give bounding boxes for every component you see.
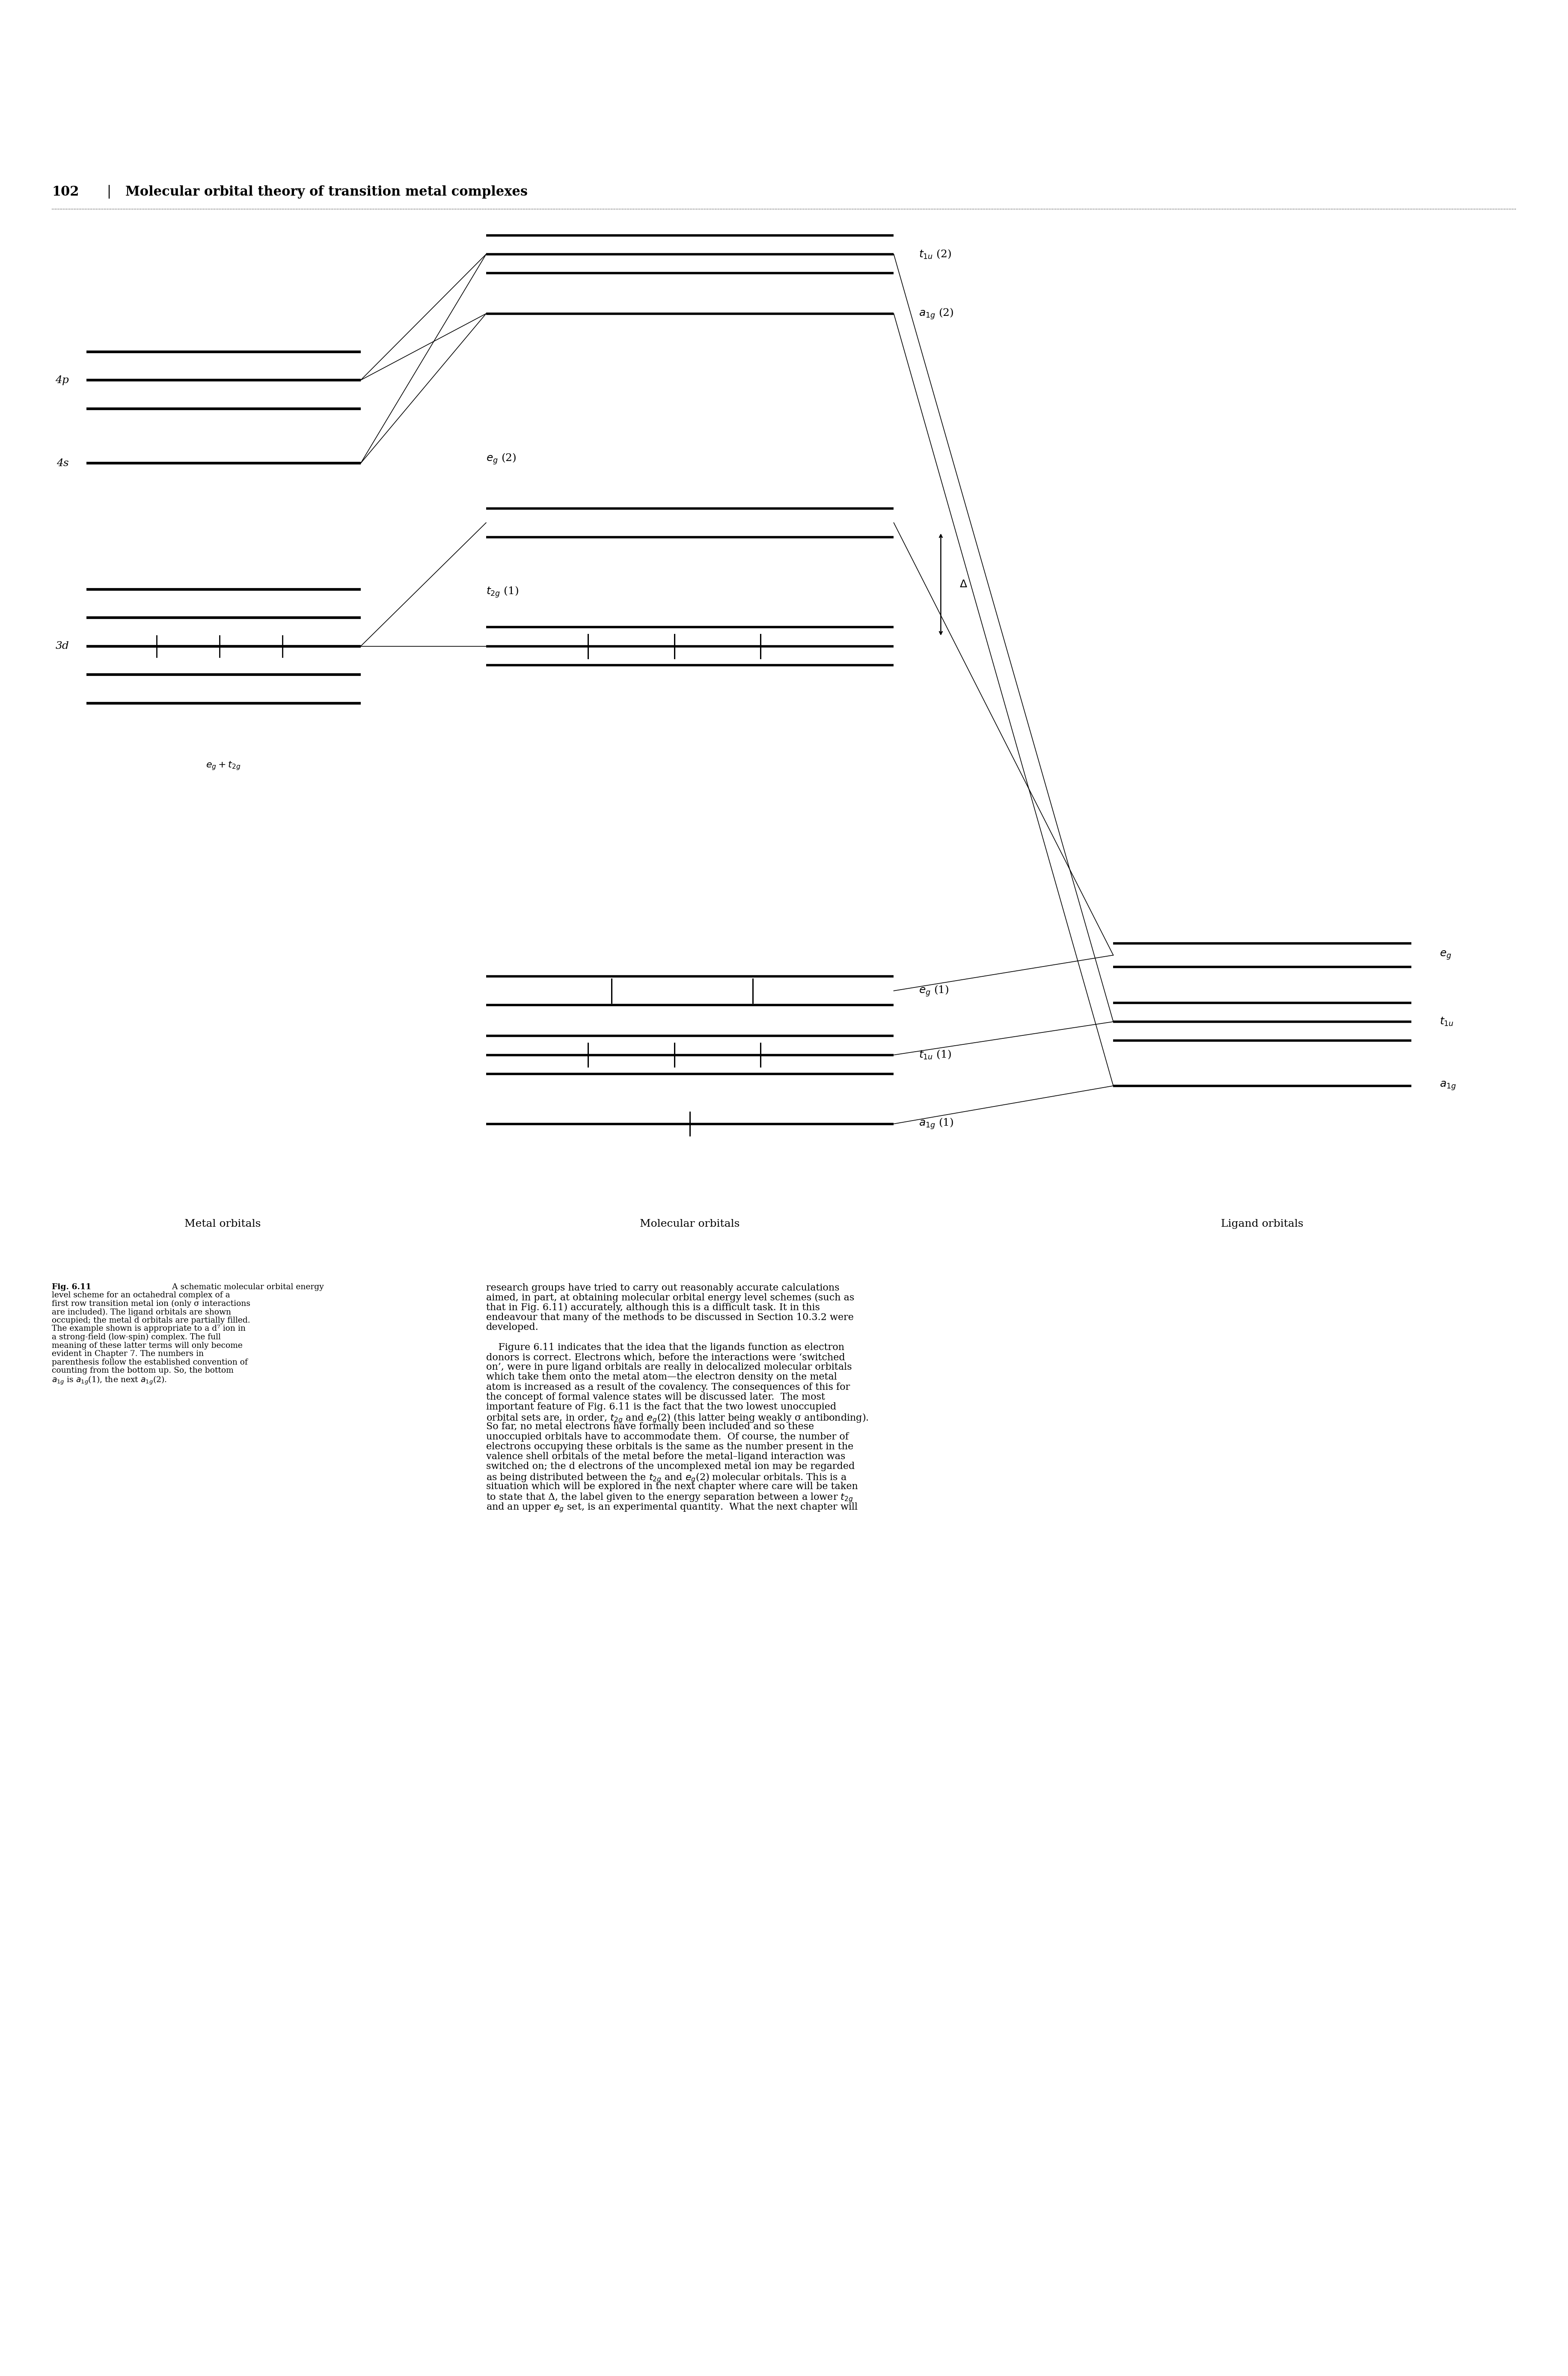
- Text: A schematic molecular orbital energy: A schematic molecular orbital energy: [169, 1283, 323, 1290]
- Text: and an upper $e_g$ set, is an experimental quantity.  What the next chapter will: and an upper $e_g$ set, is an experiment…: [486, 1502, 858, 1514]
- Text: parenthesis follow the established convention of: parenthesis follow the established conve…: [52, 1359, 248, 1366]
- Text: The example shown is appropriate to a d⁷ ion in: The example shown is appropriate to a d⁷…: [52, 1326, 246, 1333]
- Text: $e_g$ (2): $e_g$ (2): [486, 451, 516, 466]
- Text: 3d: 3d: [55, 642, 69, 651]
- Text: So far, no metal electrons have formally been included and so these: So far, no metal electrons have formally…: [486, 1423, 814, 1430]
- Text: $e_g$ (1): $e_g$ (1): [919, 984, 949, 998]
- Text: Metal orbitals: Metal orbitals: [185, 1219, 260, 1228]
- Text: endeavour that many of the methods to be discussed in Section 10.3.2 were: endeavour that many of the methods to be…: [486, 1314, 853, 1323]
- Text: on’, were in pure ligand orbitals are really in delocalized molecular orbitals: on’, were in pure ligand orbitals are re…: [486, 1361, 851, 1371]
- Text: atom is increased as a result of the covalency. The consequences of this for: atom is increased as a result of the cov…: [486, 1383, 850, 1392]
- Text: Figure 6.11 indicates that the idea that the ligands function as electron: Figure 6.11 indicates that the idea that…: [486, 1342, 844, 1352]
- Text: $t_{2g}$ (1): $t_{2g}$ (1): [486, 584, 519, 599]
- Text: situation which will be explored in the next chapter where care will be taken: situation which will be explored in the …: [486, 1483, 858, 1492]
- Text: donors is correct. Electrons which, before the interactions were ‘switched: donors is correct. Electrons which, befo…: [486, 1352, 845, 1361]
- Text: Ligand orbitals: Ligand orbitals: [1221, 1219, 1303, 1228]
- Text: aimed, in part, at obtaining molecular orbital energy level schemes (such as: aimed, in part, at obtaining molecular o…: [486, 1293, 855, 1302]
- Text: Molecular orbitals: Molecular orbitals: [640, 1219, 740, 1228]
- Text: valence shell orbitals of the metal before the metal–ligand interaction was: valence shell orbitals of the metal befo…: [486, 1452, 845, 1461]
- Text: $e_g$: $e_g$: [1439, 950, 1452, 960]
- Text: 102: 102: [52, 185, 78, 200]
- Text: Fig. 6.11: Fig. 6.11: [52, 1283, 91, 1290]
- Text: $e_g + t_{2g}$: $e_g + t_{2g}$: [205, 760, 241, 772]
- Text: as being distributed between the $t_{2g}$ and $e_g$(2) molecular orbitals. This : as being distributed between the $t_{2g}…: [486, 1471, 847, 1485]
- Text: electrons occupying these orbitals is the same as the number present in the: electrons occupying these orbitals is th…: [486, 1442, 853, 1452]
- Text: $a_{1g}$ is $a_{1g}$(1), the next $a_{1g}$(2).: $a_{1g}$ is $a_{1g}$(1), the next $a_{1g…: [52, 1376, 166, 1385]
- Text: level scheme for an octahedral complex of a: level scheme for an octahedral complex o…: [52, 1293, 230, 1300]
- Text: important feature of Fig. 6.11 is the fact that the two lowest unoccupied: important feature of Fig. 6.11 is the fa…: [486, 1402, 836, 1411]
- Text: $a_{1g}$ (1): $a_{1g}$ (1): [919, 1117, 953, 1131]
- Text: 4p: 4p: [55, 375, 69, 385]
- Text: are included). The ligand orbitals are shown: are included). The ligand orbitals are s…: [52, 1309, 230, 1316]
- Text: switched on; the d electrons of the uncomplexed metal ion may be regarded: switched on; the d electrons of the unco…: [486, 1461, 855, 1471]
- Text: $t_{1u}$ (2): $t_{1u}$ (2): [919, 249, 952, 259]
- Text: |: |: [107, 185, 111, 200]
- Text: the concept of formal valence states will be discussed later.  The most: the concept of formal valence states wil…: [486, 1392, 825, 1402]
- Text: $t_{1u}$ (1): $t_{1u}$ (1): [919, 1050, 952, 1060]
- Text: $a_{1g}$: $a_{1g}$: [1439, 1081, 1457, 1091]
- Text: which take them onto the metal atom—the electron density on the metal: which take them onto the metal atom—the …: [486, 1373, 837, 1383]
- Text: 4s: 4s: [56, 459, 69, 468]
- Text: $t_{1u}$: $t_{1u}$: [1439, 1017, 1454, 1026]
- Text: orbital sets are, in order, $t_{2g}$ and $e_g$(2) (this latter being weakly σ an: orbital sets are, in order, $t_{2g}$ and…: [486, 1411, 869, 1426]
- Text: $a_{1g}$ (2): $a_{1g}$ (2): [919, 307, 953, 321]
- Text: research groups have tried to carry out reasonably accurate calculations: research groups have tried to carry out …: [486, 1283, 839, 1293]
- Text: first row transition metal ion (only σ interactions: first row transition metal ion (only σ i…: [52, 1300, 251, 1307]
- Text: occupied; the metal d orbitals are partially filled.: occupied; the metal d orbitals are parti…: [52, 1316, 251, 1323]
- Text: counting from the bottom up. So, the bottom: counting from the bottom up. So, the bot…: [52, 1366, 234, 1376]
- Text: evident in Chapter 7. The numbers in: evident in Chapter 7. The numbers in: [52, 1350, 204, 1357]
- Text: a strong-field (low-spin) complex. The full: a strong-field (low-spin) complex. The f…: [52, 1333, 221, 1340]
- Text: meaning of these latter terms will only become: meaning of these latter terms will only …: [52, 1342, 243, 1350]
- Text: developed.: developed.: [486, 1323, 539, 1333]
- Text: $\Delta$: $\Delta$: [960, 580, 967, 589]
- Text: unoccupied orbitals have to accommodate them.  Of course, the number of: unoccupied orbitals have to accommodate …: [486, 1433, 848, 1442]
- Text: Molecular orbital theory of transition metal complexes: Molecular orbital theory of transition m…: [125, 185, 528, 200]
- Text: that in Fig. 6.11) accurately, although this is a difficult task. It in this: that in Fig. 6.11) accurately, although …: [486, 1302, 820, 1312]
- Text: to state that Δ, the label given to the energy separation between a lower $t_{2g: to state that Δ, the label given to the …: [486, 1492, 853, 1504]
